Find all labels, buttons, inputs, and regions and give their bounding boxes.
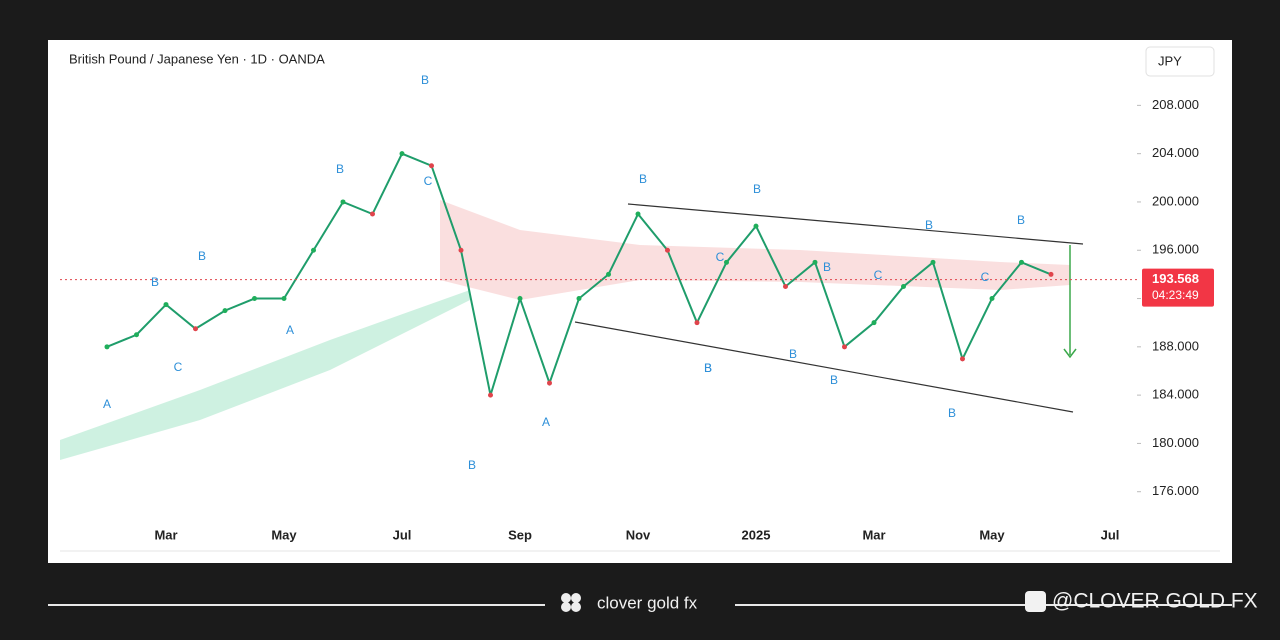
y-tick-label: 204.000 (1152, 145, 1199, 160)
wave-label: B (789, 347, 797, 361)
wave-label: B (753, 182, 761, 196)
wave-label: C (174, 360, 183, 374)
price-point (871, 320, 877, 326)
wave-label: B (948, 406, 956, 420)
price-point (517, 296, 523, 302)
chart-panel (48, 40, 1232, 563)
price-point (458, 247, 464, 253)
wave-label: C (424, 174, 433, 188)
price-point (606, 271, 611, 277)
price-point (370, 211, 375, 217)
wave-label: B (1017, 213, 1025, 227)
currency-label: JPY (1158, 53, 1182, 68)
chart-title: British Pound / Japanese Yen · 1D · OAND… (69, 51, 325, 66)
wave-label: C (874, 268, 883, 282)
channel-top (627, 203, 1084, 245)
price-point (783, 283, 788, 289)
channel-bottom (574, 321, 1074, 413)
y-tick-label: 196.000 (1152, 242, 1199, 257)
price-point (222, 308, 228, 314)
price-point (311, 247, 316, 253)
wave-label: B (925, 218, 933, 232)
last-price-label: 193.568 (1152, 271, 1199, 286)
x-tick-label: May (979, 527, 1005, 542)
price-point (930, 259, 936, 265)
handle: @CLOVER GOLD FX (1052, 590, 1258, 613)
cloud-band (60, 290, 470, 460)
price-point (193, 326, 198, 332)
price-point (547, 380, 552, 386)
wave-label: C (716, 250, 725, 264)
price-point (694, 320, 700, 326)
wave-label: A (286, 323, 294, 337)
price-point (665, 247, 670, 253)
wave-label: B (639, 172, 647, 186)
x-tick-label: Nov (626, 527, 651, 542)
x-tick-label: Sep (508, 527, 532, 542)
price-point (340, 199, 346, 205)
price-point (429, 163, 434, 169)
x-tick-label: Mar (154, 527, 177, 542)
wave-label: B (823, 260, 831, 274)
wave-label: B (830, 373, 838, 387)
y-tick-label: 184.000 (1152, 387, 1199, 402)
clover-icon (561, 593, 581, 612)
wave-label: B (336, 162, 344, 176)
wave-label: B (151, 275, 159, 289)
price-point (399, 151, 405, 157)
target-arrow-head (1063, 348, 1077, 359)
price-point (576, 296, 582, 302)
last-price-tag (1142, 268, 1214, 307)
price-point (252, 296, 257, 302)
y-tick-label: 180.000 (1152, 435, 1199, 450)
y-tick-label: 208.000 (1152, 97, 1199, 112)
price-point (1048, 271, 1054, 277)
x-tick-label: 2025 (742, 527, 771, 542)
wave-label: B (198, 249, 206, 263)
wave-label: B (468, 458, 476, 472)
price-point (960, 356, 965, 362)
facebook-icon (1025, 591, 1046, 612)
price-point (104, 344, 110, 350)
countdown: 04:23:49 (1152, 288, 1199, 302)
y-tick-label: 176.000 (1152, 483, 1199, 498)
x-tick-label: Mar (862, 527, 885, 542)
price-point (163, 302, 169, 308)
x-tick-label: Jul (393, 527, 412, 542)
price-point (281, 296, 287, 302)
wave-label: A (542, 415, 550, 429)
x-tick-label: Jul (1101, 527, 1120, 542)
brand: clover gold fx (597, 593, 698, 612)
price-point (134, 332, 139, 338)
price-point (724, 259, 729, 265)
price-point (842, 344, 847, 350)
wave-label: A (103, 397, 111, 411)
y-tick-label: 188.000 (1152, 338, 1199, 353)
price-point (753, 223, 759, 229)
wave-label: C (981, 270, 990, 284)
wave-label: B (421, 73, 429, 87)
cloud-band-red (440, 200, 1070, 300)
price-point (901, 283, 906, 289)
wave-label: B (704, 361, 712, 375)
wave-label: B (704, 361, 712, 375)
price-point (1019, 259, 1024, 265)
currency-button[interactable] (1145, 46, 1215, 77)
price-point (989, 296, 995, 302)
price-point (488, 392, 493, 398)
price-point (635, 211, 641, 217)
x-tick-label: May (271, 527, 297, 542)
y-tick-label: 200.000 (1152, 193, 1199, 208)
price-point (812, 259, 818, 265)
